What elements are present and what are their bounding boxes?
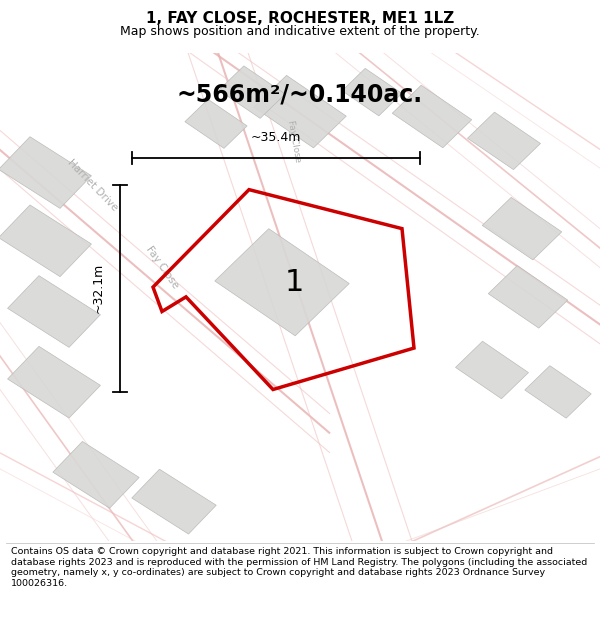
Polygon shape xyxy=(8,276,100,348)
Polygon shape xyxy=(0,137,91,208)
Polygon shape xyxy=(254,76,346,148)
Text: ~32.1m: ~32.1m xyxy=(92,263,105,314)
Text: 1: 1 xyxy=(284,268,304,297)
Polygon shape xyxy=(132,469,216,534)
Polygon shape xyxy=(219,66,285,118)
Text: Map shows position and indicative extent of the property.: Map shows position and indicative extent… xyxy=(120,25,480,38)
Polygon shape xyxy=(392,85,472,148)
Polygon shape xyxy=(0,205,91,277)
Polygon shape xyxy=(525,366,591,418)
Polygon shape xyxy=(8,346,100,418)
Text: 1, FAY CLOSE, ROCHESTER, ME1 1LZ: 1, FAY CLOSE, ROCHESTER, ME1 1LZ xyxy=(146,11,454,26)
Polygon shape xyxy=(482,198,562,260)
Polygon shape xyxy=(53,441,139,508)
Text: Fay Close: Fay Close xyxy=(286,119,302,162)
Text: ~35.4m: ~35.4m xyxy=(251,131,301,144)
Text: Fay Close: Fay Close xyxy=(144,244,180,291)
Polygon shape xyxy=(185,99,247,148)
Polygon shape xyxy=(455,341,529,399)
Text: Harriet Drive: Harriet Drive xyxy=(66,157,120,212)
Polygon shape xyxy=(488,266,568,328)
Polygon shape xyxy=(215,229,349,336)
Polygon shape xyxy=(467,112,541,169)
Polygon shape xyxy=(342,68,402,116)
Text: ~566m²/~0.140ac.: ~566m²/~0.140ac. xyxy=(177,82,423,106)
Text: Contains OS data © Crown copyright and database right 2021. This information is : Contains OS data © Crown copyright and d… xyxy=(11,548,587,588)
